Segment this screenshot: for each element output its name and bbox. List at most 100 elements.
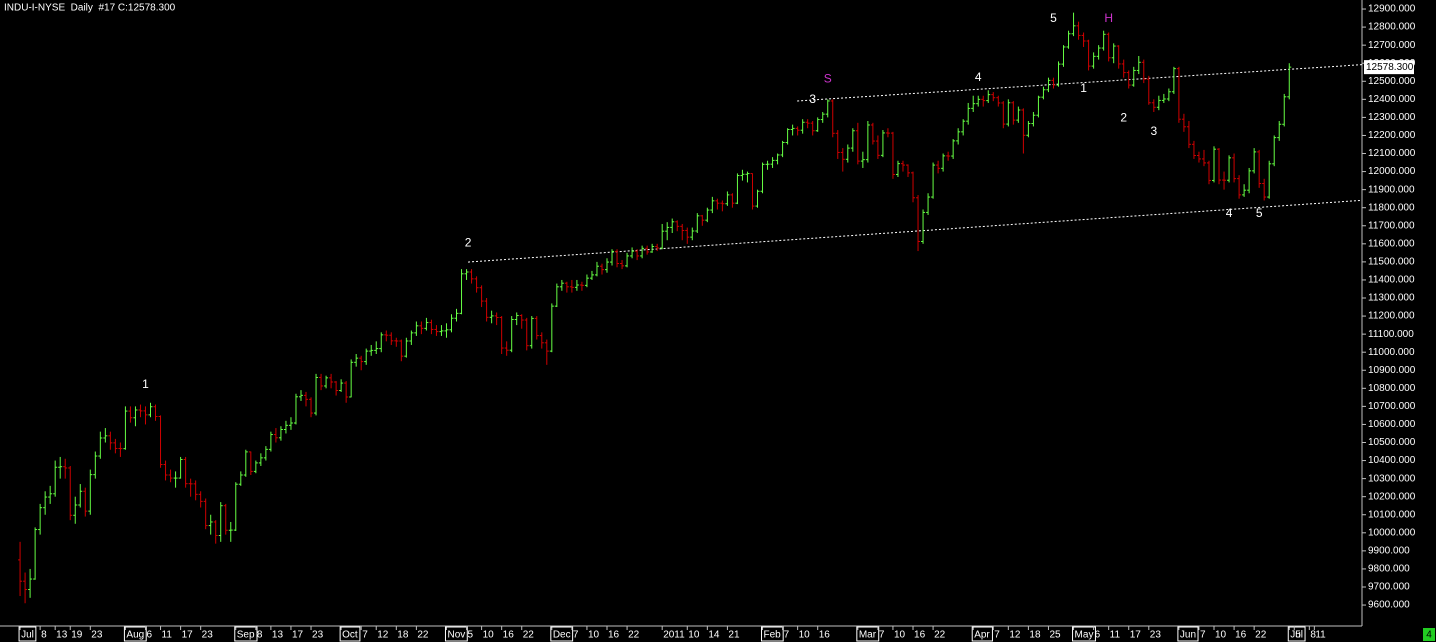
y-tick-label: 11300.000	[1368, 293, 1415, 304]
x-tick-label: 18	[397, 630, 409, 641]
x-tick-label: 8	[41, 630, 47, 641]
y-tick-label: 10500.000	[1368, 437, 1416, 448]
month-box	[234, 626, 258, 642]
x-tick-label: 7	[784, 630, 790, 641]
x-tick-label: Mar	[859, 630, 877, 641]
badge-text: 4	[1426, 630, 1432, 641]
wave-label: H	[1104, 11, 1113, 25]
x-tick-label: 7	[1200, 630, 1206, 641]
month-box	[18, 626, 37, 642]
x-tick-label: Jul	[1290, 630, 1303, 641]
x-tick-label: 23	[312, 630, 324, 641]
x-tick-label: 10	[483, 630, 495, 641]
y-tick-label: 11500.000	[1368, 257, 1415, 268]
month-box	[123, 626, 147, 642]
y-tick-label: 10100.000	[1368, 509, 1416, 520]
month-box	[550, 626, 574, 642]
x-tick-label: 17	[292, 630, 304, 641]
x-tick-label: 21	[728, 630, 740, 641]
y-tick-label: 10000.000	[1368, 527, 1416, 538]
wave-label: 3	[809, 92, 816, 106]
y-tick-label: 9900.000	[1368, 546, 1410, 557]
x-tick-label: 23	[91, 630, 103, 641]
y-tick-label: 9800.000	[1368, 564, 1410, 575]
month-box	[1177, 626, 1199, 642]
x-tick-label: 22	[523, 630, 535, 641]
y-tick-label: 10200.000	[1368, 491, 1416, 502]
x-tick-label: 5	[1295, 630, 1301, 641]
x-tick-label: 7	[362, 630, 368, 641]
x-tick-label: 25	[1049, 630, 1061, 641]
y-tick-label: 12700.000	[1368, 40, 1416, 51]
month-box	[856, 626, 880, 642]
x-tick-label: 22	[934, 630, 946, 641]
x-tick-label: 22	[417, 630, 429, 641]
x-tick-label: 7	[573, 630, 579, 641]
y-tick-label: 11600.000	[1368, 238, 1415, 249]
x-tick-label: 6	[146, 630, 152, 641]
wave-label: S	[824, 71, 832, 85]
x-tick-label: 22	[1255, 630, 1267, 641]
y-tick-label: 12100.000	[1368, 148, 1416, 159]
x-tick-label: 17	[1130, 630, 1142, 641]
x-tick-label: 16	[819, 630, 831, 641]
x-tick-label: 11	[1110, 630, 1121, 641]
x-tick-label: 10	[588, 630, 600, 641]
x-tick-label: Apr	[974, 630, 990, 641]
y-tick-label: 10600.000	[1368, 419, 1416, 430]
x-tick-label: 8	[257, 630, 263, 641]
x-tick-label: Aug	[126, 630, 144, 641]
last-price-label: 12578.300	[1366, 62, 1414, 73]
x-tick-label: 19	[71, 630, 83, 641]
x-tick-label: 18	[1029, 630, 1041, 641]
y-tick-label: 11700.000	[1368, 220, 1415, 231]
x-tick-label: 16	[1235, 630, 1247, 641]
x-tick-label: 10	[799, 630, 811, 641]
wave-label: 4	[1226, 206, 1233, 220]
last-price-box	[1364, 60, 1414, 75]
y-tick-label: 12500.000	[1368, 76, 1416, 87]
x-tick-label: 23	[1150, 630, 1162, 641]
wave-label: 5	[1050, 11, 1057, 25]
x-tick-label: 10	[688, 630, 700, 641]
x-tick-label: May	[1075, 630, 1094, 641]
y-tick-label: 12800.000	[1368, 22, 1416, 33]
month-box	[339, 626, 361, 642]
y-tick-label: 10900.000	[1368, 365, 1416, 376]
month-box	[1072, 626, 1096, 642]
x-tick-label: 16	[914, 630, 926, 641]
x-tick-label: Sep	[237, 630, 255, 641]
month-box	[761, 626, 784, 642]
x-tick-label: Feb	[764, 630, 782, 641]
month-box	[444, 626, 468, 642]
x-tick-label: 12	[1009, 630, 1021, 641]
wave-label: 3	[1150, 124, 1157, 138]
wave-label: 4	[975, 70, 982, 84]
chart-title: INDU-I-NYSE Daily #17 C:12578.300	[4, 3, 176, 14]
x-tick-label: 10	[894, 630, 906, 641]
x-tick-label: 13	[272, 630, 284, 641]
x-tick-label: 16	[503, 630, 515, 641]
y-tick-label: 10800.000	[1368, 383, 1416, 394]
x-tick-label: 10	[1215, 630, 1227, 641]
x-tick-label: 7	[879, 630, 885, 641]
y-tick-label: 10700.000	[1368, 401, 1416, 412]
y-tick-label: 12400.000	[1368, 94, 1416, 105]
x-tick-label: 11	[162, 630, 173, 641]
y-tick-label: 9600.000	[1368, 600, 1410, 611]
x-tick-label: 13	[56, 630, 68, 641]
x-tick-label: 14	[708, 630, 720, 641]
y-tick-label: 11900.000	[1368, 184, 1415, 195]
y-tick-label: 12900.000	[1368, 4, 1416, 15]
x-tick-label: 8	[1310, 630, 1316, 641]
wave-label: 5	[1256, 206, 1263, 220]
x-tick-label: 22	[628, 630, 640, 641]
y-tick-label: 11100.000	[1368, 329, 1414, 340]
y-tick-label: 11800.000	[1368, 202, 1415, 213]
y-tick-label: 11000.000	[1368, 347, 1415, 358]
y-tick-label: 11400.000	[1368, 275, 1415, 286]
y-tick-label: 12200.000	[1368, 130, 1416, 141]
x-tick-label: Oct	[342, 630, 358, 641]
